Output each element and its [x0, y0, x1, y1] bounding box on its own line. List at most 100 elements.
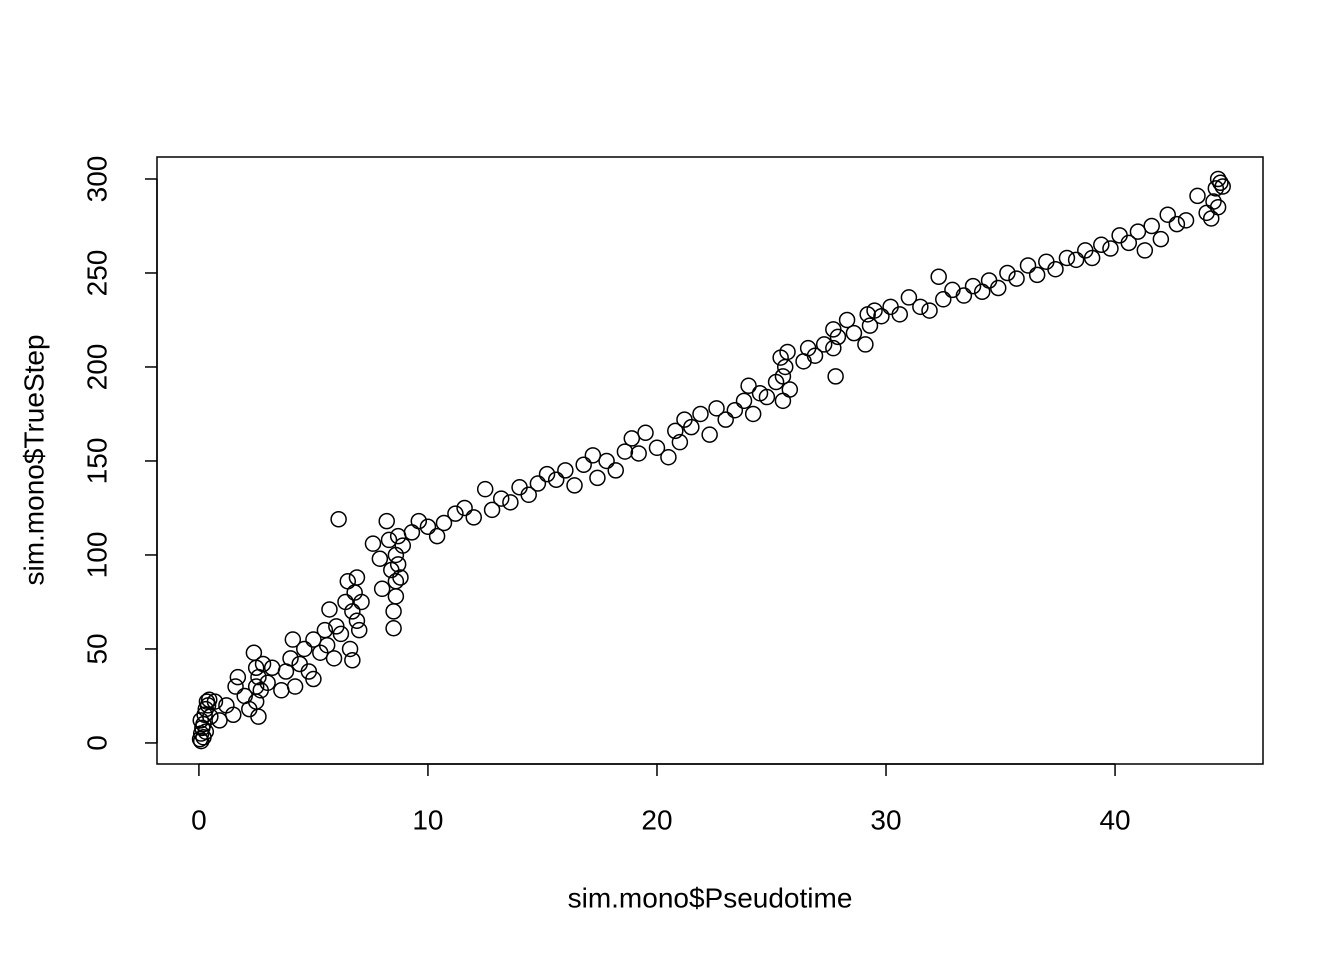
point	[1189, 187, 1206, 205]
point	[192, 732, 210, 750]
point	[1152, 230, 1170, 248]
point	[378, 512, 395, 530]
point	[845, 324, 863, 342]
plot-box	[156, 156, 1264, 765]
point	[492, 490, 510, 507]
point	[529, 475, 547, 492]
point	[1058, 249, 1076, 267]
point	[1008, 270, 1025, 287]
point	[1159, 206, 1176, 223]
point	[456, 499, 473, 517]
point	[385, 620, 402, 637]
point	[921, 302, 938, 319]
point	[744, 405, 762, 423]
point	[1143, 217, 1160, 235]
point	[774, 368, 792, 385]
point	[364, 535, 382, 552]
point	[671, 433, 689, 451]
point	[989, 279, 1007, 297]
point	[435, 514, 453, 532]
point	[1168, 215, 1186, 233]
point	[861, 317, 879, 334]
point	[318, 636, 336, 654]
x-tick-label: 20	[641, 804, 672, 835]
point	[394, 537, 412, 554]
point	[900, 289, 918, 306]
point	[1212, 174, 1229, 192]
point	[944, 281, 961, 299]
point	[683, 418, 700, 436]
point	[779, 343, 796, 361]
point	[701, 426, 718, 443]
point	[202, 708, 219, 725]
point	[667, 422, 684, 440]
point	[873, 307, 890, 325]
x-axis-title: sim.mono$Pseudotime	[568, 882, 853, 913]
point	[296, 640, 313, 658]
point	[273, 682, 290, 699]
y-tick-label: 0	[81, 735, 112, 751]
point	[1047, 260, 1064, 278]
point	[1205, 193, 1222, 210]
point	[348, 569, 366, 586]
point	[348, 612, 366, 630]
point	[584, 447, 602, 464]
point	[1102, 240, 1119, 257]
point	[980, 272, 998, 289]
point	[341, 640, 359, 658]
point	[557, 462, 574, 479]
point	[815, 336, 833, 353]
point	[630, 445, 647, 462]
point	[538, 465, 556, 483]
point	[353, 593, 370, 611]
point	[1093, 236, 1110, 254]
point	[806, 347, 824, 364]
point	[373, 580, 391, 598]
point	[547, 471, 565, 489]
point	[339, 573, 357, 590]
point	[726, 401, 744, 419]
point	[607, 462, 625, 479]
point	[776, 358, 794, 376]
point	[999, 264, 1016, 282]
y-tick-label: 50	[81, 633, 112, 664]
point	[511, 479, 528, 496]
point	[192, 712, 209, 729]
point	[344, 651, 361, 669]
point	[389, 527, 407, 545]
point	[483, 501, 501, 519]
y-tick-label: 200	[81, 344, 112, 391]
point	[380, 531, 398, 549]
point	[827, 368, 844, 385]
point	[740, 377, 757, 395]
point	[410, 512, 428, 530]
point	[1038, 253, 1055, 270]
point	[774, 392, 792, 410]
point	[955, 287, 973, 304]
point	[371, 550, 389, 567]
point	[206, 693, 224, 710]
point	[660, 448, 677, 466]
point	[829, 328, 847, 346]
y-tick-label: 250	[81, 250, 112, 297]
point	[566, 477, 583, 494]
point	[935, 291, 952, 308]
point	[211, 712, 228, 729]
point	[964, 277, 982, 295]
point	[1214, 178, 1231, 195]
point	[1207, 180, 1225, 197]
point	[284, 631, 302, 648]
point	[717, 411, 734, 428]
point	[781, 381, 799, 398]
point	[428, 527, 446, 545]
y-tick-label: 300	[81, 156, 112, 203]
point	[692, 405, 709, 423]
point	[229, 668, 247, 686]
point	[825, 339, 842, 357]
point	[325, 650, 343, 667]
point	[254, 655, 272, 673]
point	[387, 588, 405, 605]
point	[344, 603, 361, 620]
point	[332, 625, 350, 643]
